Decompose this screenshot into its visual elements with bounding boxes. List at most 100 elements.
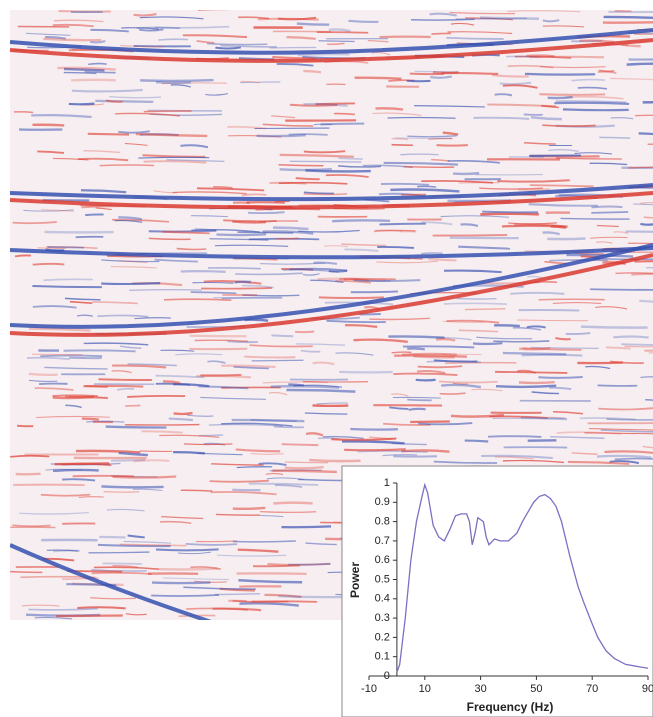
reflector <box>240 81 281 84</box>
x-tick-label: 30 <box>474 683 486 695</box>
reflector <box>43 278 93 281</box>
reflector <box>253 564 300 568</box>
reflector <box>305 542 337 546</box>
reflector <box>316 31 369 34</box>
reflector <box>121 26 159 30</box>
reflector <box>642 101 653 104</box>
reflector <box>177 551 212 555</box>
reflector <box>328 28 351 33</box>
reflector <box>196 40 215 44</box>
reflector <box>155 374 205 379</box>
reflector <box>300 349 321 353</box>
reflector <box>391 393 409 397</box>
reflector <box>377 245 415 249</box>
reflector <box>40 354 103 358</box>
reflector <box>402 345 475 349</box>
reflector <box>271 334 294 338</box>
reflector <box>430 75 453 79</box>
reflector <box>605 346 631 350</box>
reflector <box>443 302 507 305</box>
reflector <box>634 260 653 263</box>
reflector <box>604 450 653 455</box>
reflector <box>598 69 615 72</box>
reflector <box>519 346 551 351</box>
reflector <box>12 221 57 225</box>
reflector <box>421 221 453 226</box>
reflector <box>553 411 584 415</box>
reflector <box>272 226 309 231</box>
reflector <box>565 332 591 336</box>
x-tick-label: -10 <box>361 683 377 695</box>
reflector <box>416 369 446 375</box>
reflector <box>268 391 288 396</box>
reflector <box>274 484 303 488</box>
reflector <box>28 379 58 382</box>
reflector <box>54 462 110 466</box>
y-tick-label: 0.2 <box>375 631 390 643</box>
reflector <box>502 459 564 464</box>
reflector <box>278 181 348 185</box>
reflector <box>206 42 268 46</box>
reflector <box>14 254 31 258</box>
reflector <box>153 190 178 194</box>
reflector <box>521 353 583 357</box>
reflector <box>538 376 583 379</box>
reflector <box>192 281 234 284</box>
reflector <box>63 71 97 75</box>
reflector <box>318 296 384 300</box>
reflector <box>464 308 506 311</box>
reflector <box>303 69 322 74</box>
y-tick-label: 0.9 <box>375 496 390 508</box>
reflector <box>375 107 404 111</box>
reflector <box>555 100 627 104</box>
reflector <box>560 217 630 220</box>
reflector <box>598 407 653 411</box>
reflector <box>312 361 335 366</box>
reflector <box>595 306 628 310</box>
reflector <box>32 284 102 289</box>
reflector <box>480 212 539 216</box>
reflector <box>85 385 108 388</box>
reflector <box>542 231 560 236</box>
reflector <box>303 193 348 196</box>
reflector <box>495 370 568 374</box>
reflector <box>506 55 540 58</box>
reflector <box>428 257 457 262</box>
reflector <box>52 468 99 473</box>
reflector <box>392 396 441 399</box>
reflector <box>596 224 619 228</box>
reflector <box>352 279 421 282</box>
reflector <box>205 93 229 96</box>
reflector <box>640 376 653 378</box>
reflector <box>194 228 218 232</box>
reflector <box>52 23 94 28</box>
reflector <box>196 187 265 192</box>
reflector <box>213 296 283 299</box>
reflector <box>602 21 653 24</box>
reflector <box>400 153 439 156</box>
reflector <box>318 40 355 43</box>
reflector <box>119 260 148 264</box>
y-tick-label: 0.1 <box>375 651 390 663</box>
reflector <box>56 614 123 618</box>
reflector <box>289 103 338 107</box>
reflector <box>116 388 135 391</box>
reflector <box>441 383 482 389</box>
reflector <box>105 425 167 429</box>
reflector <box>417 185 437 188</box>
y-tick-label: 0.5 <box>375 573 390 585</box>
reflector <box>189 334 247 338</box>
reflector <box>36 415 110 419</box>
reflector <box>109 95 162 99</box>
y-tick-label: 1 <box>384 477 390 489</box>
reflector <box>355 279 391 282</box>
reflector <box>512 326 542 331</box>
reflector <box>105 99 123 103</box>
reflector <box>242 294 300 297</box>
reflector <box>433 359 478 363</box>
reflector <box>332 219 391 223</box>
reflector <box>517 319 589 322</box>
reflector <box>251 359 304 362</box>
reflector <box>201 287 272 290</box>
